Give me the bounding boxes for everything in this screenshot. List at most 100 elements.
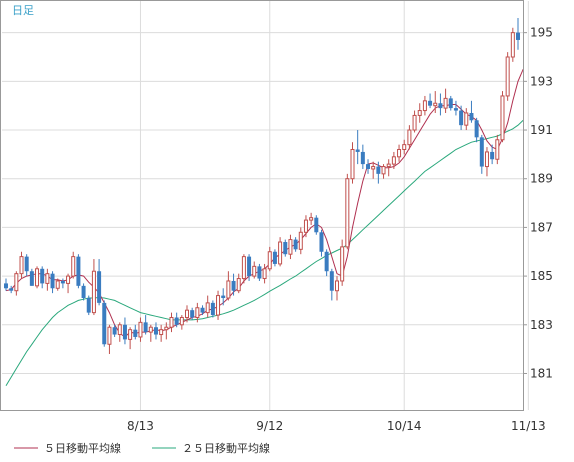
candle-body — [117, 324, 122, 336]
candle — [55, 278, 60, 291]
y-tick-label: 185 — [530, 269, 553, 283]
candle — [24, 254, 29, 277]
candle — [464, 108, 469, 131]
candle-body — [221, 295, 226, 299]
candle-body — [226, 280, 231, 299]
candle-body — [143, 322, 148, 333]
candle — [505, 52, 510, 101]
candle-body — [24, 256, 29, 272]
candle-body — [252, 265, 257, 277]
candle-body — [283, 242, 288, 255]
x-tick-label: 9/12 — [256, 419, 283, 433]
candle — [4, 278, 8, 291]
candle — [226, 271, 231, 301]
candle-body — [371, 166, 376, 170]
candle-body — [76, 256, 81, 286]
candle — [319, 229, 324, 257]
candle-body — [262, 268, 267, 280]
y-axis-ticks: 181 183 185 187 189 191 193 195 — [523, 26, 553, 380]
candle — [350, 142, 355, 184]
candle — [195, 302, 200, 323]
candle — [288, 234, 293, 260]
candle — [283, 239, 288, 257]
candle — [153, 322, 158, 340]
candle-body — [407, 129, 412, 146]
candle — [516, 18, 520, 50]
candle — [71, 251, 76, 279]
y-tick-label: 193 — [530, 74, 553, 88]
candle — [355, 130, 360, 165]
candle — [329, 268, 334, 301]
candle-body — [4, 283, 8, 289]
candle — [381, 164, 386, 179]
candle — [459, 105, 464, 131]
candle — [164, 322, 169, 340]
candle — [309, 212, 314, 225]
candle-body — [97, 271, 102, 303]
candle-body — [257, 266, 262, 279]
candle — [210, 300, 215, 318]
candle-body — [195, 307, 200, 318]
y-tick-label: 189 — [530, 172, 553, 186]
candle-body — [138, 321, 143, 338]
legend: ５日移動平均線 ２５日移動平均線 — [14, 441, 270, 455]
candle — [298, 227, 303, 255]
candle — [334, 276, 339, 301]
candle — [40, 266, 45, 289]
candle-body — [236, 278, 241, 292]
candle-body — [495, 139, 500, 160]
candle — [19, 251, 24, 279]
candle-body — [479, 137, 484, 167]
candle — [247, 254, 252, 281]
candle-body — [231, 280, 236, 291]
candle — [366, 159, 371, 174]
candle — [453, 100, 458, 116]
candle — [76, 254, 81, 289]
candle-body — [293, 239, 298, 250]
candle — [86, 295, 91, 316]
candle-body — [355, 149, 360, 152]
candle-body — [505, 56, 510, 97]
candle-body — [60, 280, 65, 284]
candle-body — [169, 316, 174, 328]
period-label: 日足 — [12, 4, 34, 17]
candle — [324, 249, 329, 277]
candle — [50, 271, 55, 294]
candle — [293, 237, 298, 252]
candle-body — [159, 329, 164, 336]
candle — [174, 312, 179, 328]
candle — [122, 317, 127, 345]
y-tick-label: 181 — [530, 366, 553, 380]
candle-body — [112, 327, 117, 335]
candle-body — [340, 246, 345, 282]
candle — [200, 305, 205, 316]
candles — [4, 18, 520, 355]
candle-body — [45, 273, 50, 284]
candle — [185, 305, 190, 323]
candle-body — [128, 329, 133, 340]
candle — [45, 268, 50, 291]
candle-body — [81, 285, 86, 299]
candle — [81, 283, 86, 301]
candle — [267, 246, 272, 272]
candle — [412, 110, 417, 133]
candle-body — [422, 100, 427, 112]
candle-body — [516, 32, 520, 40]
y-tick-label: 183 — [530, 318, 553, 332]
candle-body — [185, 309, 190, 318]
candle — [272, 249, 277, 267]
x-axis-ticks: 8/13 9/12 10/14 11/13 — [127, 419, 546, 433]
candle-body — [314, 217, 319, 233]
candle — [133, 324, 138, 340]
y-tick-label: 187 — [530, 220, 553, 234]
candle — [500, 91, 505, 143]
candle — [257, 263, 262, 281]
y-tick-label: 195 — [530, 26, 553, 40]
candle — [448, 95, 453, 111]
candle-body — [288, 239, 293, 255]
candle — [66, 273, 71, 294]
candle — [484, 147, 489, 177]
candle-body — [241, 256, 246, 280]
candle-body — [210, 302, 215, 316]
